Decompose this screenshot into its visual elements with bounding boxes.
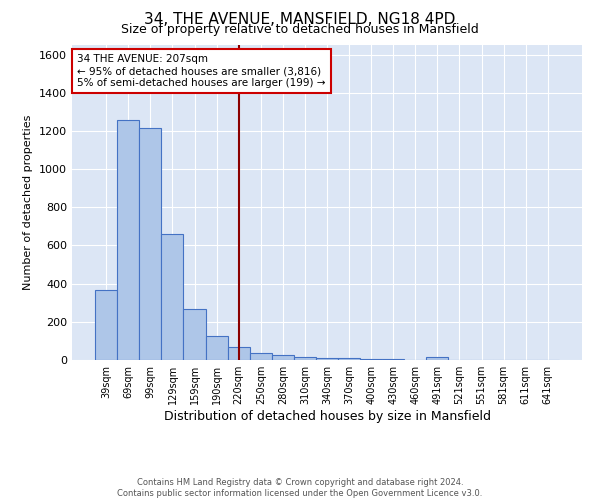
Bar: [360, 359, 382, 360]
Bar: [161, 234, 184, 360]
Text: 34 THE AVENUE: 207sqm
← 95% of detached houses are smaller (3,816)
5% of semi-de: 34 THE AVENUE: 207sqm ← 95% of detached …: [77, 54, 326, 88]
Bar: [95, 290, 117, 360]
Text: 34, THE AVENUE, MANSFIELD, NG18 4PD: 34, THE AVENUE, MANSFIELD, NG18 4PD: [145, 12, 455, 28]
Bar: [338, 358, 360, 360]
Bar: [184, 310, 206, 360]
Bar: [427, 356, 448, 360]
Text: Contains HM Land Registry data © Crown copyright and database right 2024.
Contai: Contains HM Land Registry data © Crown c…: [118, 478, 482, 498]
Bar: [227, 346, 250, 360]
Y-axis label: Number of detached properties: Number of detached properties: [23, 115, 34, 290]
Bar: [139, 128, 161, 360]
X-axis label: Distribution of detached houses by size in Mansfield: Distribution of detached houses by size …: [163, 410, 491, 423]
Bar: [316, 358, 338, 360]
Bar: [206, 336, 227, 360]
Bar: [250, 352, 272, 360]
Bar: [117, 120, 139, 360]
Bar: [294, 357, 316, 360]
Bar: [272, 355, 294, 360]
Text: Size of property relative to detached houses in Mansfield: Size of property relative to detached ho…: [121, 22, 479, 36]
